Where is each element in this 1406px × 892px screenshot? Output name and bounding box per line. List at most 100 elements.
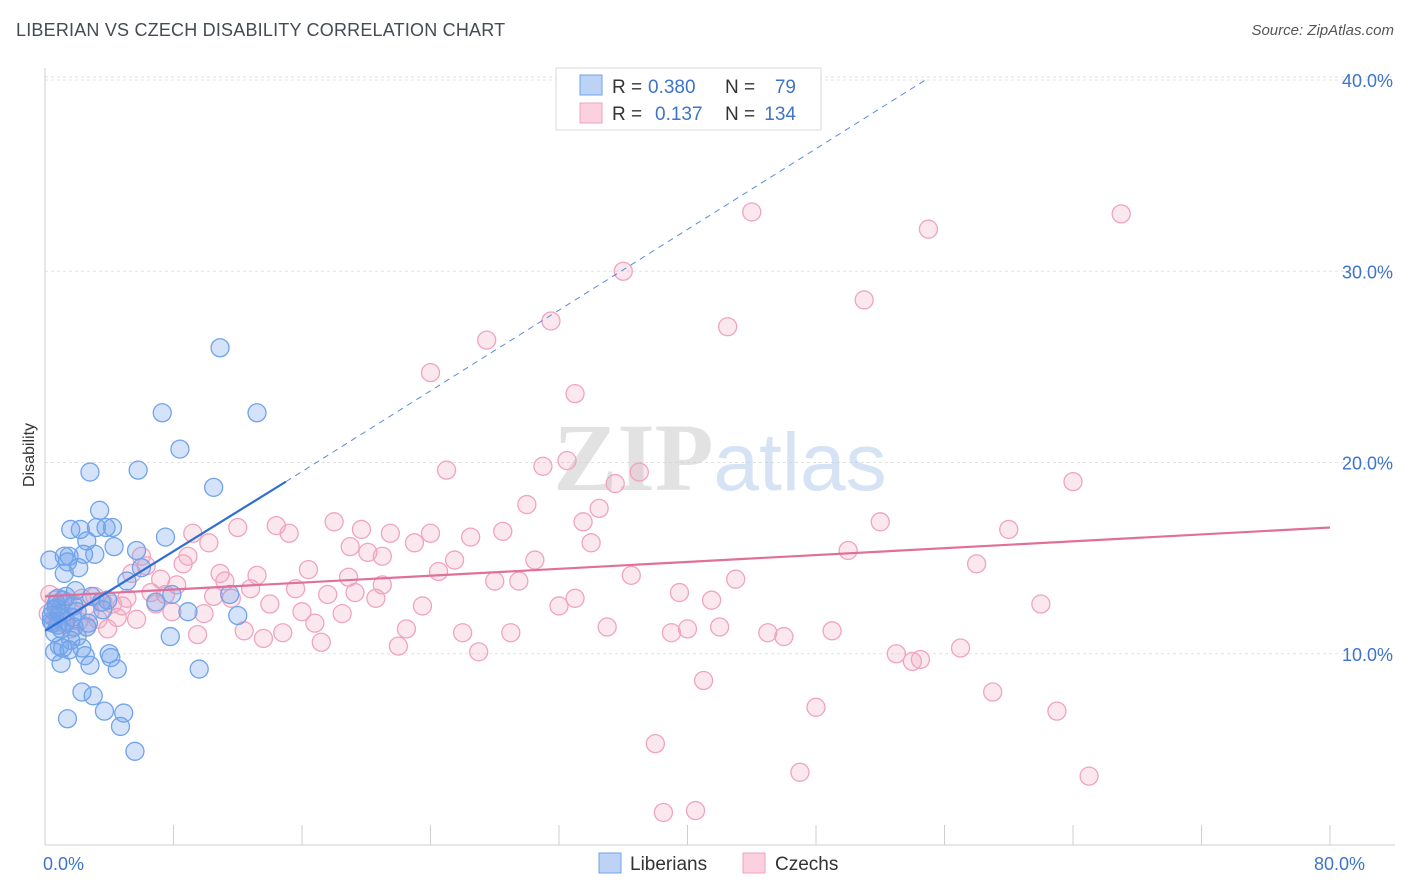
czechs-points xyxy=(38,202,1131,823)
czechs-point xyxy=(774,626,794,647)
bottom-legend-swatch-liberians xyxy=(598,852,622,874)
liberians-point xyxy=(228,605,248,626)
czechs-point xyxy=(305,613,325,633)
trend-lines xyxy=(44,77,1331,632)
liberians-point xyxy=(102,517,123,538)
y-tick-label-1: 20.0% xyxy=(1342,454,1393,474)
czechs-point xyxy=(162,602,182,622)
legend: R = 0.380 N = 79 R = 0.137 N = 134 xyxy=(555,67,822,131)
liberians-point xyxy=(104,537,124,557)
czechs-point xyxy=(806,697,826,717)
liberians-point xyxy=(83,686,103,706)
liberians-point xyxy=(85,544,105,564)
bottom-legend-swatch-czechs xyxy=(742,852,766,874)
liberians-point xyxy=(131,558,152,578)
czechs-point xyxy=(469,642,489,662)
liberians-point xyxy=(77,617,97,637)
liberians-point xyxy=(128,460,148,480)
czechs-point xyxy=(318,584,338,605)
legend-n-value-1: 79 xyxy=(775,77,796,98)
bottom-legend-label-czechs: Czechs xyxy=(775,854,838,875)
czechs-point xyxy=(902,651,923,672)
axes xyxy=(44,68,1395,846)
czechs-point xyxy=(485,571,505,591)
czechs-point xyxy=(420,362,441,383)
legend-r-value-1: 0.380 xyxy=(648,77,696,98)
czechs-trend-line xyxy=(44,526,1331,598)
y-axis-label: Disability xyxy=(21,423,38,487)
czechs-point xyxy=(549,596,569,616)
czechs-point xyxy=(311,632,331,652)
czechs-point xyxy=(247,565,267,585)
liberians-point xyxy=(155,527,176,547)
czechs-point xyxy=(557,450,577,471)
liberians-point xyxy=(152,403,172,423)
czechs-point xyxy=(854,290,874,310)
liberians-trend-extension xyxy=(285,77,929,483)
liberians-point xyxy=(80,655,100,675)
bottom-legend: Liberians Czechs xyxy=(598,852,838,875)
legend-r-value-2: 0.137 xyxy=(655,104,703,125)
czechs-point xyxy=(685,800,706,821)
czechs-point xyxy=(645,733,666,754)
liberians-point xyxy=(72,682,92,702)
czechs-point xyxy=(838,540,858,561)
legend-r-label-1: R = xyxy=(612,77,642,98)
legend-n-value-2: 134 xyxy=(764,104,796,125)
legend-r-label-2: R = xyxy=(612,104,642,125)
czechs-point xyxy=(950,638,971,658)
liberians-points xyxy=(40,338,267,761)
czechs-point xyxy=(178,546,198,566)
czechs-point xyxy=(1031,594,1051,614)
liberians-point xyxy=(170,439,190,459)
chart-source: Source: ZipAtlas.com xyxy=(1251,22,1394,39)
czechs-point xyxy=(141,582,161,603)
x-tick-label-1: 80.0% xyxy=(1314,854,1365,874)
liberians-point xyxy=(53,590,73,610)
czechs-point xyxy=(444,550,465,570)
czechs-point xyxy=(886,644,906,664)
czechs-point xyxy=(404,533,425,553)
liberians-point xyxy=(101,647,121,668)
czechs-point xyxy=(613,261,633,281)
czechs-point xyxy=(726,569,746,589)
legend-n-label-2: N = xyxy=(725,104,755,125)
czechs-point xyxy=(420,523,441,543)
liberians-point xyxy=(59,640,79,660)
czechs-point xyxy=(273,623,293,643)
czechs-point xyxy=(661,623,682,643)
liberians-point xyxy=(210,338,230,358)
czechs-point xyxy=(589,498,609,519)
czechs-point xyxy=(525,550,545,570)
czechs-point xyxy=(298,559,319,580)
czechs-point xyxy=(380,523,400,543)
czechs-point xyxy=(1079,766,1099,786)
bottom-legend-label-liberians: Liberians xyxy=(630,854,707,875)
liberians-point xyxy=(189,659,209,679)
czechs-point xyxy=(372,575,392,595)
czechs-point xyxy=(324,512,344,532)
liberians-point xyxy=(114,703,134,723)
liberians-point xyxy=(220,584,240,605)
x-tick-label-0: 0.0% xyxy=(43,854,84,874)
czechs-point xyxy=(597,617,617,637)
y-tick-label-3: 40.0% xyxy=(1342,71,1393,91)
y-tick-label-0: 10.0% xyxy=(1342,645,1393,665)
legend-n-label-1: N = xyxy=(725,77,755,98)
czechs-point xyxy=(565,383,585,404)
czechs-point xyxy=(581,533,601,553)
czechs-point xyxy=(629,462,649,482)
czechs-point xyxy=(292,602,312,622)
czechs-point xyxy=(428,561,449,582)
liberians-point xyxy=(146,592,166,612)
liberians-point xyxy=(49,636,70,656)
czechs-point xyxy=(452,623,473,643)
czechs-point xyxy=(509,571,529,591)
chart-title: LIBERIAN VS CZECH DISABILITY CORRELATION… xyxy=(16,20,506,40)
czechs-point xyxy=(412,596,433,616)
czechs-point xyxy=(1111,204,1131,224)
czechs-point xyxy=(358,542,378,563)
czechs-point xyxy=(790,762,810,782)
czechs-point xyxy=(822,621,842,641)
czechs-point xyxy=(910,649,931,670)
